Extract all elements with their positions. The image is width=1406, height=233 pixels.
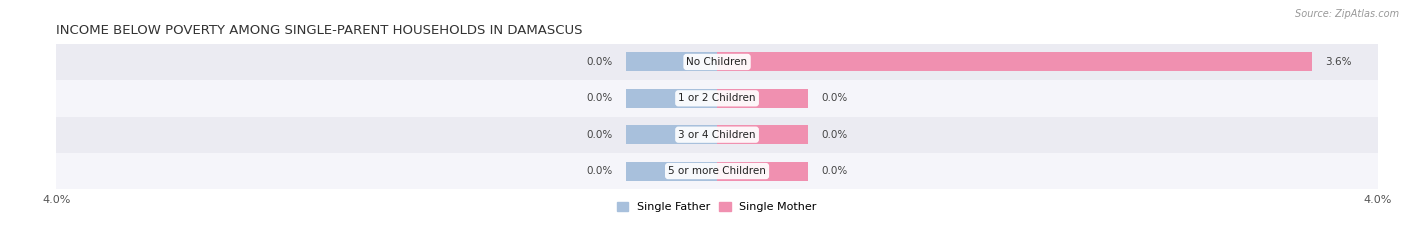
Text: 0.0%: 0.0% [821,166,848,176]
Bar [717,125,808,144]
Bar [717,52,1312,71]
Bar [626,162,717,181]
Text: No Children: No Children [686,57,748,67]
Bar [717,89,808,108]
Text: 5 or more Children: 5 or more Children [668,166,766,176]
Text: 3 or 4 Children: 3 or 4 Children [678,130,756,140]
Bar [56,80,1378,116]
Text: 0.0%: 0.0% [586,166,613,176]
Text: 1 or 2 Children: 1 or 2 Children [678,93,756,103]
Bar [56,44,1378,80]
Bar [626,125,717,144]
Bar [626,89,717,108]
Bar [56,153,1378,189]
Text: Source: ZipAtlas.com: Source: ZipAtlas.com [1295,9,1399,19]
Bar [717,162,808,181]
Text: 0.0%: 0.0% [821,130,848,140]
Text: 0.0%: 0.0% [586,130,613,140]
Legend: Single Father, Single Mother: Single Father, Single Mother [617,202,817,212]
Text: INCOME BELOW POVERTY AMONG SINGLE-PARENT HOUSEHOLDS IN DAMASCUS: INCOME BELOW POVERTY AMONG SINGLE-PARENT… [56,24,582,37]
Text: 0.0%: 0.0% [821,93,848,103]
Bar [56,116,1378,153]
Text: 3.6%: 3.6% [1324,57,1351,67]
Text: 0.0%: 0.0% [586,57,613,67]
Text: 0.0%: 0.0% [586,93,613,103]
Bar [626,52,717,71]
